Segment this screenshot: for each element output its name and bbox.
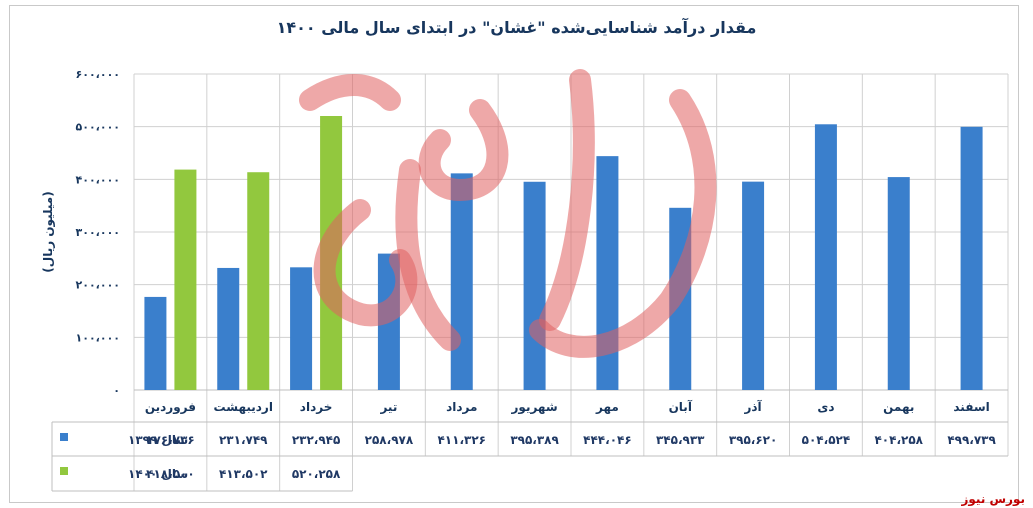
- y-axis-title: (میلیون ریال): [41, 191, 56, 272]
- data-label-1399: ۲۳۱،۷۴۹: [219, 433, 268, 447]
- x-category-label: آذر: [743, 399, 762, 414]
- bar-1399: [290, 267, 313, 390]
- x-category-label: فروردین: [145, 400, 196, 415]
- bar-1399: [217, 267, 240, 390]
- data-label-1399: ۲۵۸،۹۷۸: [365, 433, 414, 447]
- data-label-1400: ۴۱۳،۵۰۲: [219, 467, 268, 481]
- x-category-label: اسفند: [953, 400, 989, 414]
- bar-1399: [960, 126, 983, 390]
- bar-1400: [320, 115, 343, 391]
- y-tick-label: ۶۰۰،۰۰۰: [76, 68, 120, 81]
- x-category-label: تیر: [379, 400, 397, 414]
- bar-1399: [450, 173, 473, 390]
- x-category-label: شهریور: [511, 400, 558, 415]
- x-category-label: دی: [817, 400, 834, 414]
- data-label-1399: ۲۳۲،۹۴۵: [292, 433, 341, 447]
- x-category-label: آبان: [669, 399, 693, 414]
- data-label-1399: ۳۹۵،۶۲۰: [729, 433, 778, 447]
- data-label-1399: ۴۱۱،۳۲۶: [437, 433, 486, 447]
- bar-1399: [887, 177, 910, 390]
- bar-1399: [377, 253, 400, 390]
- x-category-label: مرداد: [446, 400, 477, 414]
- data-label-1399: ۵۰۴،۵۲۴: [802, 433, 851, 447]
- data-label-1400: ۵۲۰،۲۵۸: [292, 467, 341, 481]
- y-tick-label: ۴۰۰،۰۰۰: [76, 173, 120, 186]
- legend-key-1400: [60, 467, 68, 475]
- y-tick-label: ۳۰۰،۰۰۰: [76, 226, 120, 239]
- bar-1400: [174, 169, 197, 390]
- x-category-label: خرداد: [300, 400, 333, 414]
- legend-label-1399: سال ۱۳۹۹: [128, 433, 188, 447]
- bar-1399: [144, 296, 167, 390]
- x-category-label: مهر: [595, 400, 619, 414]
- data-label-1399: ۴۰۴،۲۵۸: [874, 433, 923, 447]
- data-label-1399: ۴۹۹،۷۳۹: [947, 433, 996, 447]
- x-category-label: بهمن: [883, 400, 914, 414]
- data-label-1399: ۴۴۴،۰۴۶: [583, 433, 632, 447]
- bar-1399: [523, 181, 546, 390]
- bar-1399: [814, 124, 837, 390]
- y-tick-label: ۰: [113, 384, 120, 397]
- x-category-label: اردیبهشت: [214, 400, 273, 414]
- bar-1399: [742, 181, 765, 390]
- bar-1399: [596, 156, 619, 390]
- data-label-1399: ۳۹۵،۳۸۹: [510, 433, 559, 447]
- data-label-1400: ۴۱۸،۵۰۰: [146, 467, 195, 481]
- data-label-1399: ۳۴۵،۹۳۳: [656, 433, 705, 447]
- bar-1399: [669, 207, 692, 390]
- y-tick-label: ۵۰۰،۰۰۰: [76, 121, 120, 134]
- legend-label-1400: سال ۱۴۰۰: [128, 467, 188, 481]
- data-label-1399: ۱۷۶،۷۳۶: [146, 433, 195, 447]
- source-label: بورس نیوز: [961, 492, 1025, 506]
- y-tick-label: ۱۰۰،۰۰۰: [76, 331, 120, 344]
- bar-1400: [247, 172, 270, 390]
- y-tick-label: ۲۰۰،۰۰۰: [76, 279, 120, 292]
- chart-title: مقدار درآمد شناسایی‌شده "غشان" در ابتدای…: [276, 18, 757, 37]
- legend-key-1399: [60, 433, 68, 441]
